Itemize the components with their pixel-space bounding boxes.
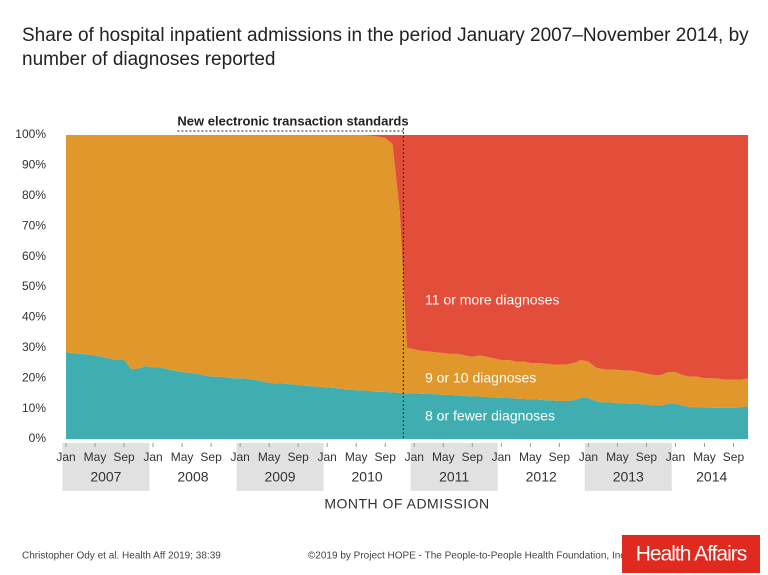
x-tick-label: Sep xyxy=(113,450,135,464)
x-tick-label: Sep xyxy=(287,450,309,464)
x-tick-label: May xyxy=(345,450,368,464)
x-tick-label: May xyxy=(606,450,629,464)
x-tick-label: May xyxy=(693,450,716,464)
x-tick-label: Jan xyxy=(405,450,424,464)
year-label: 2014 xyxy=(696,469,727,485)
y-tick-label: 20% xyxy=(22,370,46,384)
x-tick-label: Jan xyxy=(318,450,337,464)
year-label: 2007 xyxy=(90,469,121,485)
x-tick-label: Jan xyxy=(666,450,685,464)
y-tick-label: 40% xyxy=(22,310,46,324)
x-axis-label: MONTH OF ADMISSION xyxy=(324,496,489,512)
x-tick-label: Sep xyxy=(723,450,745,464)
logo: Health Affairs xyxy=(636,543,747,566)
x-tick-label: May xyxy=(258,450,281,464)
year-band xyxy=(410,443,498,491)
y-tick-label: 80% xyxy=(22,188,46,202)
x-tick-label: Sep xyxy=(462,450,484,464)
x-tick-label: May xyxy=(171,450,194,464)
x-tick-label: May xyxy=(84,450,107,464)
x-tick-label: Sep xyxy=(375,450,397,464)
y-tick-label: 90% xyxy=(22,158,46,172)
y-tick-label: 70% xyxy=(22,218,46,232)
x-tick-label: Jan xyxy=(492,450,511,464)
x-tick-label: Sep xyxy=(549,450,571,464)
source: Christopher Ody et al. Health Aff 2019; … xyxy=(22,551,221,562)
y-tick-label: 60% xyxy=(22,249,46,263)
x-tick-label: May xyxy=(432,450,455,464)
year-label: 2012 xyxy=(526,469,557,485)
year-label: 2011 xyxy=(439,469,469,485)
year-label: 2013 xyxy=(613,469,644,485)
y-tick-label: 0% xyxy=(29,431,47,445)
y-tick-label: 30% xyxy=(22,340,46,354)
area xyxy=(66,135,748,408)
x-tick-label: Sep xyxy=(200,450,222,464)
year-label: 2009 xyxy=(264,469,295,485)
x-tick-label: Jan xyxy=(579,450,598,464)
y-tick-label: 10% xyxy=(22,401,46,415)
y-tick-label: 100% xyxy=(15,127,46,141)
year-band xyxy=(236,443,324,491)
series-label: 9 or 10 diagnoses xyxy=(425,370,536,386)
series-label: 11 or more diagnoses xyxy=(425,292,559,308)
area xyxy=(66,352,748,439)
area xyxy=(66,135,748,380)
y-tick-label: 50% xyxy=(22,279,46,293)
x-tick-label: Sep xyxy=(636,450,658,464)
year-label: 2010 xyxy=(352,469,383,485)
x-tick-label: Jan xyxy=(56,450,75,464)
chart-title: Share of hospital inpatient admissions i… xyxy=(22,25,749,70)
title-part: number of diagnoses reported xyxy=(22,49,276,70)
x-tick-label: Jan xyxy=(143,450,162,464)
year-band xyxy=(62,443,150,491)
x-tick-label: May xyxy=(519,450,542,464)
year-band xyxy=(584,443,672,491)
year-label: 2008 xyxy=(177,469,208,485)
title-part: Share of hospital inpatient admissions i… xyxy=(22,25,749,46)
x-tick-label: Jan xyxy=(230,450,249,464)
logo-box xyxy=(622,535,760,573)
series-label: 8 or fewer diagnoses xyxy=(425,408,555,424)
copyright: ©2019 by Project HOPE - The People-to-Pe… xyxy=(308,551,628,562)
annotation: New electronic transaction standards xyxy=(177,113,408,128)
